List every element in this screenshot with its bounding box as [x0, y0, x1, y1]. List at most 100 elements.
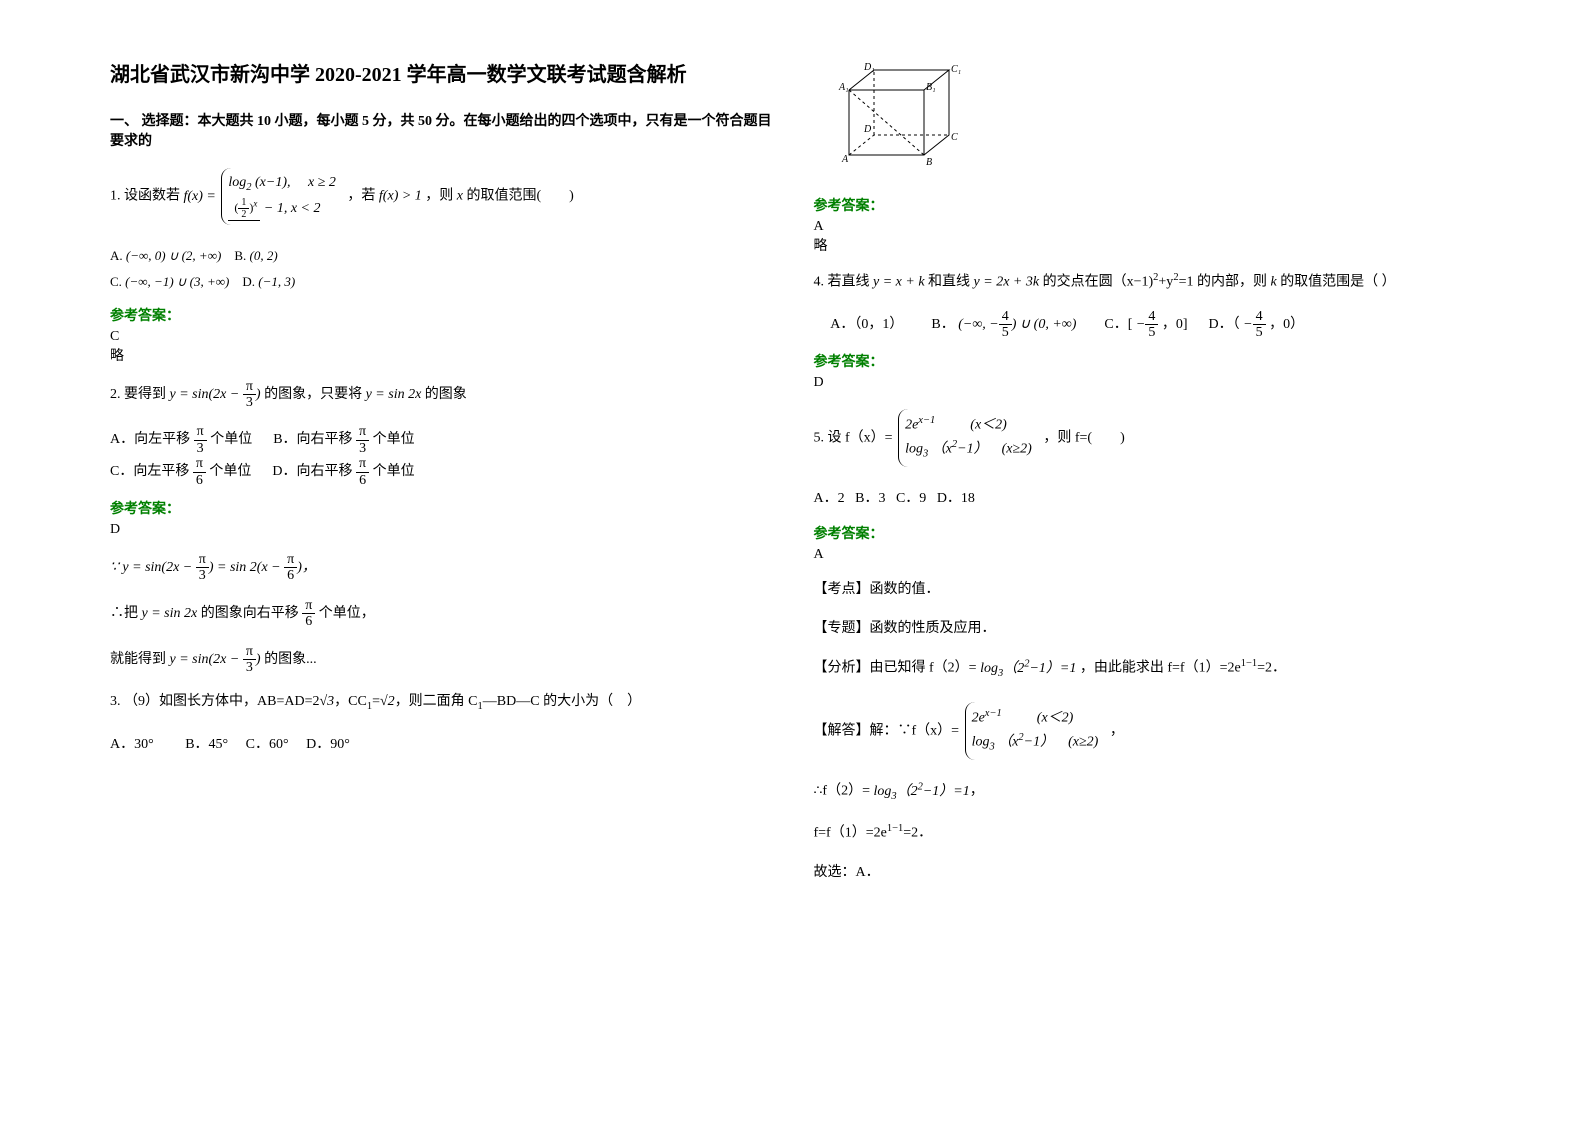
- q2-expl1c: ): [297, 560, 302, 575]
- pi: π: [194, 424, 207, 440]
- q1-var: x: [457, 189, 463, 204]
- q2-expl3: 就能得到 y = sin(2x − π3) 的图象...: [110, 644, 774, 676]
- q1-options: A. (−∞, 0) ∪ (2, +∞) B. (0, 2) C. (−∞, −…: [110, 243, 774, 295]
- q5-row1a: 2e: [905, 417, 918, 432]
- pi: π: [302, 598, 315, 614]
- q1-fx: f(x) = log2 (x−1), x ≥ 2 (12)x − 1, x < …: [184, 189, 348, 204]
- q5-stem-a: 5. 设 f（x）=: [814, 430, 893, 445]
- cube-figure: A₁ B₁ C₁ D₁ A B C D: [834, 60, 964, 170]
- page-root: 湖北省武汉市新沟中学 2020-2021 学年高一数学文联考试题含解析 一、 选…: [0, 0, 1587, 959]
- q4-k: k: [1270, 275, 1276, 290]
- svg-text:D: D: [863, 124, 872, 135]
- q5-zt: 【专题】函数的性质及应用．: [814, 616, 1478, 641]
- svg-text:B: B: [926, 157, 932, 168]
- q3-stem-e: —BD—C 的大小为（ ）: [483, 694, 641, 709]
- q4-ans: D: [814, 375, 1478, 391]
- q2-optB-b: 个单位: [373, 432, 415, 447]
- q2-expl1: ∵ y = sin(2x − π3) = sin 2(x − π6)，: [110, 552, 774, 584]
- q3-optC: C．60°: [246, 737, 289, 752]
- q1-optD-label: D.: [242, 274, 255, 289]
- svg-text:D₁: D₁: [863, 62, 875, 73]
- q1-frac: (12)x: [228, 197, 260, 221]
- q5-jd: 【解答】解：∵f（x）= 2ex−1 (x＜2) log3 （x2−1） (x≥…: [814, 698, 1478, 764]
- q5-jd3-a: f=f（1）=2e: [814, 826, 887, 841]
- q5-row2-sub: 3: [923, 448, 928, 459]
- q1-cond: f(x) > 1: [379, 189, 422, 204]
- q2-expl3a: 就能得到: [110, 652, 166, 667]
- q2-expl1a: ∵: [110, 560, 119, 575]
- q3-ans-label: 参考答案：: [814, 195, 1478, 215]
- pi: π: [356, 424, 369, 440]
- q2-optD-b: 个单位: [373, 464, 415, 479]
- q2-eq1b: ): [256, 387, 261, 402]
- q5-stem-b: ，则 f=(: [1043, 430, 1092, 445]
- q4-optD-c: ，0）: [1269, 317, 1304, 332]
- svg-text:C₁: C₁: [951, 64, 961, 75]
- q1-stem-d: 的取值范围( ): [467, 189, 574, 204]
- q5-jd-row1a: 2e: [972, 710, 985, 725]
- q1-row1a: log: [228, 175, 246, 190]
- q5-jd-piecewise: 2ex−1 (x＜2) log3 （x2−1） (x≥2): [965, 702, 1105, 760]
- q1-optD-val: (−1, 3): [258, 274, 295, 289]
- svg-text:B₁: B₁: [926, 82, 936, 93]
- svg-text:C: C: [951, 132, 958, 143]
- pi: π: [243, 644, 256, 660]
- q4-optD-a: D．（: [1209, 317, 1240, 332]
- pi: π: [284, 552, 297, 568]
- q5-fx-f: 1−1: [1241, 658, 1257, 669]
- q4-optC-c: ，0]: [1162, 317, 1188, 332]
- q4-optD-b: −: [1243, 317, 1252, 332]
- q5-jd-row2d: (x≥2): [1068, 734, 1098, 749]
- q5-jd2-e: ，: [970, 784, 984, 799]
- q5-optC: C．9: [896, 491, 926, 506]
- doc-title: 湖北省武汉市新沟中学 2020-2021 学年高一数学文联考试题含解析: [110, 60, 774, 90]
- q1-ans-label: 参考答案：: [110, 305, 774, 325]
- q3-rad3: √3: [319, 694, 334, 709]
- question-5: 5. 设 f（x）= 2ex−1 (x＜2) log3 （x2−1） (x≥2)…: [814, 405, 1478, 471]
- q5-fx-e: ，由此能求出 f=f（1）=2e: [1080, 661, 1241, 676]
- q5-jd3c: =2．: [903, 826, 932, 841]
- q1-pw-row2: (12)x − 1, x < 2: [228, 197, 336, 221]
- q1-stem-b: ，若: [347, 189, 375, 204]
- q4-stem-d: +y: [1158, 275, 1173, 290]
- q4-stem-b: 和直线: [928, 275, 970, 290]
- q5-ans-label: 参考答案：: [814, 523, 1478, 543]
- q4-stem-a: 4. 若直线: [814, 275, 870, 290]
- q3-stem-d: ，则二面角 C: [395, 694, 478, 709]
- q5-jd3b: 1−1: [887, 823, 903, 834]
- q5-piecewise: 2ex−1 (x＜2) log3 （x2−1） (x≥2): [898, 409, 1038, 467]
- q1-stem-a: 1. 设函数若: [110, 189, 180, 204]
- q2-eq1: y = sin(2x − π3): [170, 387, 265, 402]
- q4-eq2: y = 2x + 3k: [974, 275, 1040, 290]
- q5-jd-row2a: log: [972, 734, 990, 749]
- question-2: 2. 要得到 y = sin(2x − π3) 的图象，只要将 y = sin …: [110, 379, 774, 411]
- q2-stem-b: 的图象，只要将: [264, 387, 362, 402]
- q1-row1c: x ≥ 2: [308, 175, 336, 190]
- q5-optA: A．2: [814, 491, 845, 506]
- q5-jd-row2b: （x: [998, 734, 1018, 749]
- q1-optB-val: (0, 2): [249, 248, 277, 263]
- q4-optB-val: (−∞, −45) ∪ (0, +∞): [958, 317, 1080, 332]
- svg-text:A: A: [841, 154, 849, 165]
- pi: π: [196, 552, 209, 568]
- q5-row1b: (x＜2): [970, 417, 1007, 432]
- q2-expl3b: 的图象...: [264, 652, 317, 667]
- q5-jd2-b: log: [873, 784, 891, 799]
- q2-expl2: ∴把 y = sin 2x 的图象向右平移 π6 个单位，: [110, 598, 774, 630]
- q1-row1-sub: 2: [246, 182, 251, 193]
- q4-stem-c: 的交点在圆（x−1): [1043, 275, 1154, 290]
- q1-ans: C: [110, 329, 774, 345]
- q4-optA: A．（0，1）: [830, 317, 903, 332]
- question-3: 3. （9）如图长方体中，AB=AD=2√3，CC1=√2，则二面角 C1—BD…: [110, 689, 774, 717]
- q5-pw-row1: 2ex−1 (x＜2): [905, 413, 1032, 437]
- q1-feq: f(x) =: [184, 189, 216, 204]
- q1-optA-val: (−∞, 0) ∪ (2, +∞): [126, 248, 221, 263]
- q5-jd2: ∴f（2）= log3（22−1）=1，: [814, 778, 1478, 806]
- q3-lue: 略: [814, 235, 1478, 255]
- q2-eq1a: y = sin(2x −: [170, 387, 243, 402]
- q2-expl2c: 的图象向右平移: [201, 606, 299, 621]
- q5-jd-a: 【解答】解：∵f（x）=: [814, 723, 960, 738]
- q2-ans-label: 参考答案：: [110, 498, 774, 518]
- left-column: 湖北省武汉市新沟中学 2020-2021 学年高一数学文联考试题含解析 一、 选…: [90, 60, 794, 899]
- q2-stem-a: 2. 要得到: [110, 387, 166, 402]
